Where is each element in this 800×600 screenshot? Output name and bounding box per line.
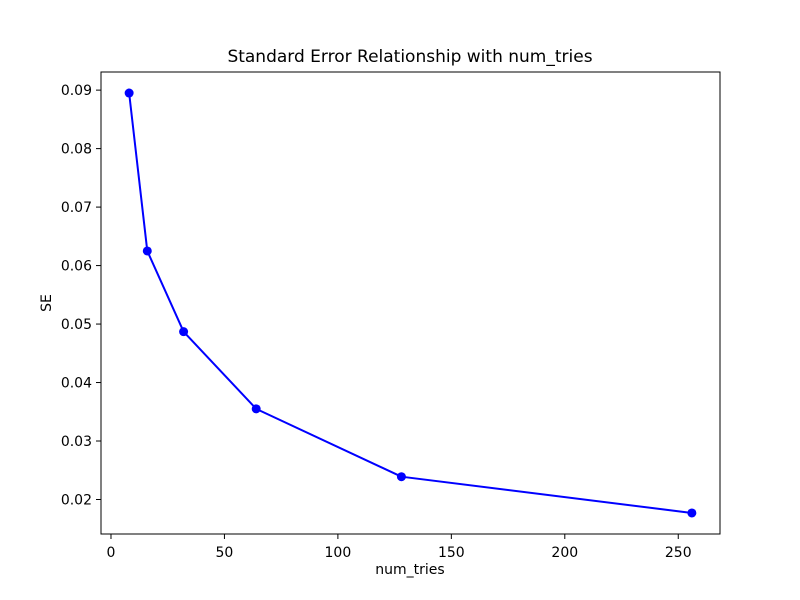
axes-spines — [100, 71, 721, 535]
x-tick-label: 200 — [551, 545, 578, 561]
y-tick-label: 0.05 — [61, 317, 92, 333]
x-tick-label: 50 — [216, 545, 234, 561]
y-axis-ticks: 0.02 0.03 0.04 0.05 0.06 0.07 0.08 0.09 — [61, 83, 101, 508]
data-line — [128, 92, 693, 514]
figure-title: Standard Error Relationship with num_tri… — [227, 47, 592, 67]
x-axis-label: num_tries — [375, 562, 444, 578]
x-tick-label: 0 — [107, 545, 116, 561]
y-tick-label: 0.08 — [61, 142, 92, 158]
y-tick-label: 0.04 — [61, 376, 92, 392]
y-tick-label: 0.02 — [61, 492, 92, 508]
plot-area — [101, 72, 720, 534]
y-tick-label: 0.06 — [61, 259, 92, 275]
data-point — [687, 508, 697, 518]
data-point — [179, 327, 189, 337]
x-tick-label: 100 — [325, 545, 352, 561]
y-tick-label: 0.09 — [61, 83, 92, 99]
y-tick-label: 0.03 — [61, 434, 92, 450]
x-tick-label: 250 — [665, 545, 692, 561]
data-point — [142, 246, 152, 256]
data-point — [124, 88, 134, 98]
x-tick-label: 150 — [438, 545, 465, 561]
data-point — [251, 404, 261, 414]
y-axis-label: SE — [39, 294, 55, 312]
data-point — [396, 472, 406, 482]
data-series — [124, 88, 697, 518]
y-tick-label: 0.07 — [61, 200, 92, 216]
x-axis-ticks: 0 50 100 150 200 250 — [107, 534, 692, 561]
